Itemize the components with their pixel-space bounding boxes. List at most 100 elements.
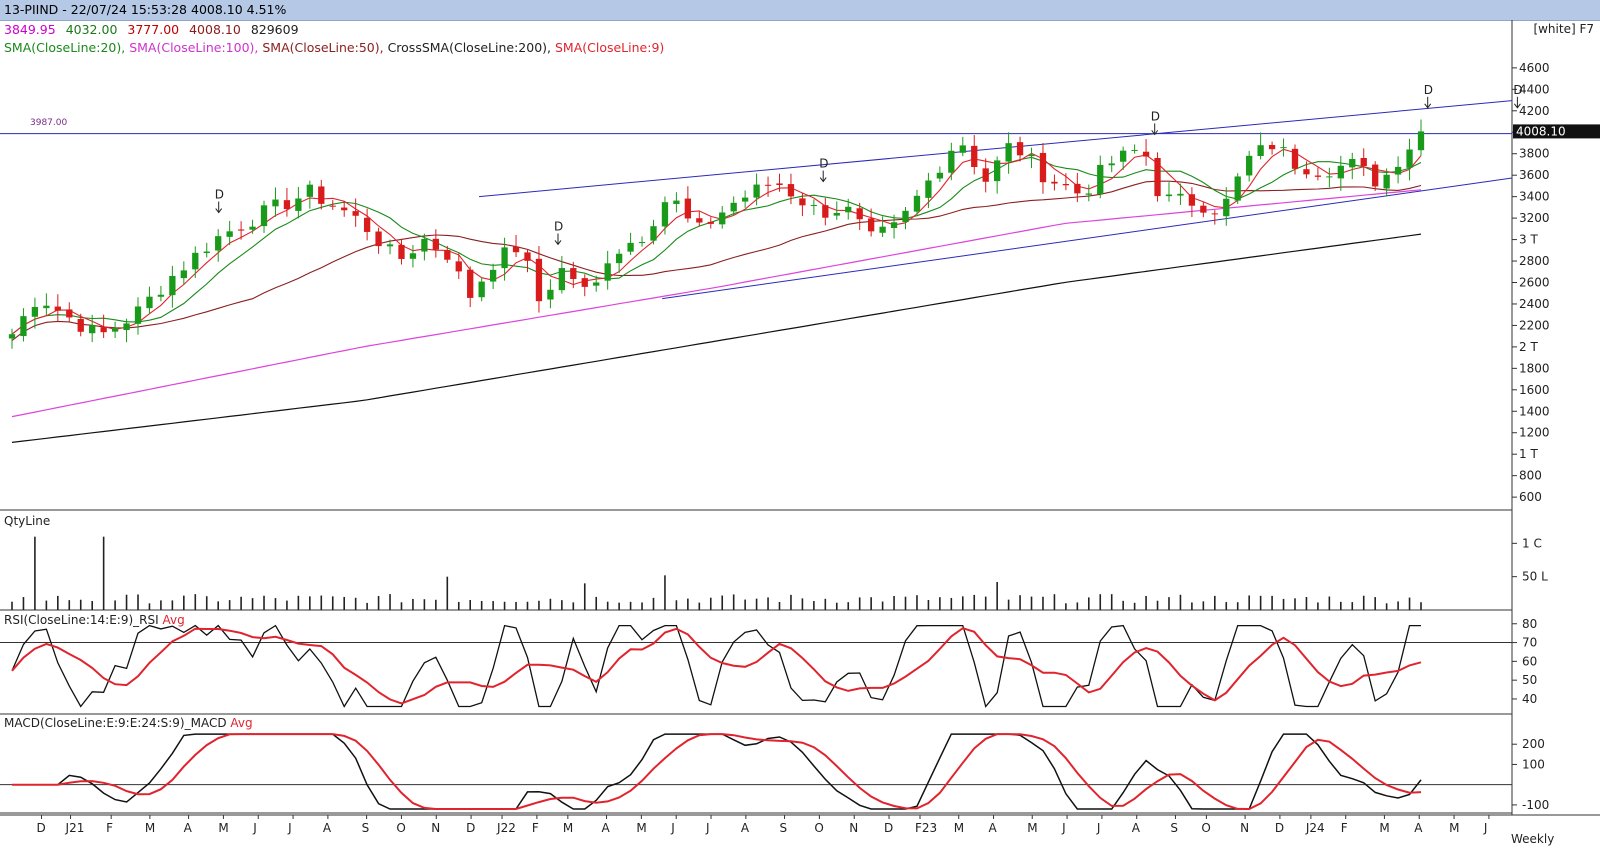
candle-body: [20, 316, 27, 337]
x-tick-label: J: [670, 821, 675, 835]
descend-marker-label: D: [215, 188, 224, 202]
candle-body: [1005, 143, 1012, 162]
channel-lower-line: [662, 177, 1513, 300]
x-tick-label: A: [1414, 821, 1423, 835]
x-tick-label: N: [849, 821, 858, 835]
candle-body: [1246, 155, 1253, 176]
candle-body: [329, 205, 336, 207]
candle-body: [1211, 213, 1218, 215]
candle-body: [707, 221, 714, 224]
candle-body: [696, 218, 703, 223]
candle-body: [318, 186, 325, 204]
candle-body: [879, 226, 886, 233]
candle-body: [1120, 150, 1127, 162]
candle-body: [1131, 149, 1138, 151]
x-tick-label: J: [252, 821, 257, 835]
candle-body: [123, 323, 130, 331]
y-tick-label: 3 T: [1519, 233, 1538, 247]
candle-body: [1234, 176, 1241, 201]
candle-body: [100, 327, 107, 333]
x-tick-label: S: [780, 821, 788, 835]
candle-body: [444, 250, 451, 260]
x-tick-label: J: [1061, 821, 1066, 835]
candle-body: [398, 244, 405, 259]
rsi-avg-line: [11, 627, 1422, 705]
candle-body: [31, 306, 39, 317]
candle-body: [902, 210, 909, 223]
candle-body: [719, 212, 726, 225]
indicator-label: CrossSMA(CloseLine:200),: [387, 40, 555, 55]
macd-avg-label: Avg: [230, 716, 253, 730]
candle-body: [215, 236, 222, 251]
x-tick-label: D: [884, 821, 893, 835]
rsi-tick-label: 40: [1522, 692, 1537, 706]
timeframe-label: Weekly: [1511, 832, 1555, 846]
last-price-text: 4008.10: [1516, 124, 1566, 138]
descend-marker-head: [1151, 130, 1159, 136]
x-tick-label: J21: [65, 821, 85, 835]
candle-body: [741, 197, 749, 202]
candle-body: [375, 231, 382, 247]
indicator-label: SMA(CloseLine:50),: [262, 40, 388, 55]
candle-body: [1257, 145, 1264, 157]
descend-marker-head: [554, 240, 562, 246]
rsi-line: [11, 624, 1421, 708]
candle-body: [512, 246, 520, 253]
descend-marker-label: D: [554, 219, 563, 233]
candle-body: [604, 263, 611, 281]
candle-body: [1406, 149, 1413, 168]
x-tick-label: D: [1275, 821, 1284, 835]
candle-body: [547, 289, 554, 300]
indicator-label: SMA(CloseLine:9): [554, 40, 665, 55]
candle-body: [157, 294, 165, 297]
theme-toggle[interactable]: [white] F7: [1533, 22, 1594, 36]
rsi-tick-label: 60: [1522, 654, 1537, 668]
y-tick-label: 1400: [1519, 404, 1550, 418]
candle-body: [409, 253, 417, 259]
ohlc-value: 4032.00: [65, 22, 118, 37]
candle-body: [455, 261, 462, 272]
rsi-avg-label: Avg: [162, 613, 185, 627]
descend-marker-label: D: [1513, 83, 1522, 97]
ohlc-value: 3849.95: [4, 22, 56, 37]
candle-body: [169, 275, 176, 296]
y-tick-label: 3200: [1519, 211, 1550, 225]
candle-body: [650, 226, 657, 241]
x-tick-label: A: [741, 821, 750, 835]
last-price-tag: [1513, 124, 1600, 139]
y-tick-label: 2400: [1519, 297, 1550, 311]
x-tick-label: M: [954, 821, 964, 835]
sma100-line: [11, 189, 1422, 418]
candle-body: [535, 258, 543, 302]
ohlc-value: 829609: [250, 22, 299, 37]
candle-body: [1268, 144, 1276, 150]
candle-body: [982, 168, 989, 182]
sma9-line: [11, 148, 1422, 335]
y-tick-label: 1200: [1519, 426, 1550, 440]
x-tick-label: M: [636, 821, 646, 835]
candle-body: [856, 208, 863, 220]
sma200-line: [11, 233, 1422, 443]
x-tick-label: J24: [1305, 821, 1325, 835]
y-tick-label: 2 T: [1519, 340, 1538, 354]
sma50-line: [11, 180, 1422, 342]
candle-body: [638, 242, 646, 244]
candle-body: [192, 252, 199, 270]
candle-body: [799, 198, 806, 206]
x-tick-label: M: [218, 821, 228, 835]
descend-marker-label: D: [1424, 83, 1433, 97]
hline-label: 3987.00: [30, 118, 68, 128]
candle-body: [833, 212, 840, 216]
candle-body: [1314, 175, 1322, 177]
y-tick-label: 3600: [1519, 168, 1550, 182]
ohlc-readout: 3849.95 4032.00 3777.00 4008.10 829609: [4, 22, 309, 37]
candle-body: [1417, 131, 1425, 151]
x-tick-label: M: [145, 821, 155, 835]
candle-body: [845, 206, 852, 213]
x-tick-label: F: [1341, 821, 1348, 835]
x-tick-label: D: [37, 821, 46, 835]
candle-body: [1223, 198, 1230, 217]
qty-tick-label: 1 C: [1522, 536, 1542, 550]
candle-body: [77, 318, 84, 332]
